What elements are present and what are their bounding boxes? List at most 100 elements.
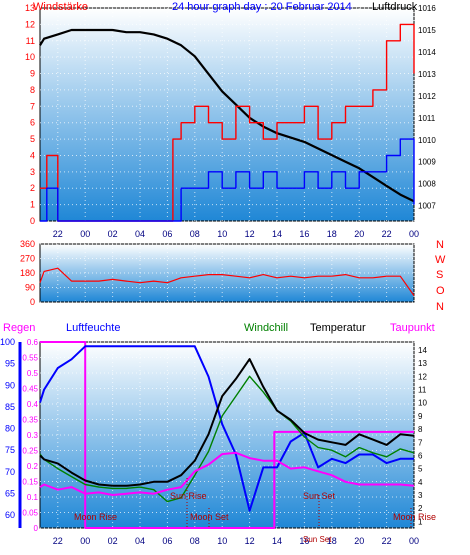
wind-y-tick-label: 1 — [30, 200, 35, 210]
pressure-y-tick-label: 1009 — [418, 158, 436, 167]
x-tick-label: 18 — [327, 229, 337, 239]
sun-set-label: Sun Set — [303, 491, 336, 501]
wind-direction-line — [39, 267, 415, 296]
x-tick-label: 22 — [53, 536, 63, 546]
x-tick-label: 06 — [162, 536, 172, 546]
humidity-y-tick-label: 80 — [5, 424, 15, 434]
x-tick-label: 00 — [80, 229, 90, 239]
x-tick-label: 20 — [354, 229, 364, 239]
x-tick-label: 00 — [409, 536, 419, 546]
temp-y-tick-label: 12 — [418, 372, 427, 381]
humidity-y-tick-label: 90 — [5, 380, 15, 390]
pressure-y-tick-label: 1007 — [418, 202, 436, 211]
rain-y-tick-label: 0.3 — [27, 431, 39, 440]
legend-temperatur: Temperatur — [310, 322, 366, 334]
axis-labels: 0123456789101112131007100810091010101110… — [0, 3, 436, 546]
humidity-y-tick-label: 75 — [5, 445, 15, 455]
wind-y-tick-label: 12 — [25, 19, 35, 29]
wind-y-tick-label: 2 — [30, 183, 35, 193]
wind-y-tick-label: 4 — [30, 150, 35, 160]
x-tick-label: 22 — [382, 536, 392, 546]
pressure-y-tick-label: 1010 — [418, 136, 436, 145]
temp-y-tick-label: 3 — [418, 491, 423, 500]
series-lines — [39, 23, 415, 529]
x-tick-label: 02 — [108, 229, 118, 239]
direction-y-tick-label: 180 — [20, 268, 35, 278]
wind-y-tick-label: 7 — [30, 101, 35, 111]
x-tick-label: 16 — [299, 536, 309, 546]
legend-regen: Regen — [3, 322, 35, 334]
x-tick-label: 12 — [245, 536, 255, 546]
pressure-y-tick-label: 1011 — [418, 114, 436, 123]
x-tick-label: 00 — [409, 229, 419, 239]
rain-y-tick-label: 0.15 — [22, 478, 38, 487]
direction-label-o: O — [436, 285, 445, 297]
moon-set-label: Moon Set — [190, 512, 229, 522]
rain-y-tick-label: 0.2 — [27, 462, 39, 471]
x-tick-label: 10 — [217, 536, 227, 546]
windstaerke-label: Windstärke — [33, 1, 88, 13]
wind-y-tick-label: 13 — [25, 3, 35, 13]
direction-label-n-bottom: N — [436, 301, 444, 313]
humidity-line — [39, 345, 414, 512]
pressure-y-tick-label: 1012 — [418, 92, 436, 101]
x-tick-label: 16 — [299, 229, 309, 239]
rain-y-tick-label: 0.6 — [27, 338, 39, 347]
humidity-y-tick-label: 85 — [5, 402, 15, 412]
rain-line — [40, 341, 414, 529]
x-tick-label: 06 — [162, 229, 172, 239]
moon-rise-label-left: Moon Rise — [74, 512, 117, 522]
temp-y-tick-label: 2 — [418, 504, 423, 513]
wind-mean-line — [40, 138, 415, 222]
legend-windchill: Windchill — [244, 322, 288, 334]
direction-y-tick-label: 90 — [25, 283, 35, 293]
wind-direction-plot-area — [39, 243, 415, 303]
sun-rise-label: Sun Rise — [170, 491, 207, 501]
temp-y-tick-label: 1 — [418, 517, 423, 526]
wind-y-tick-label: 8 — [30, 85, 35, 95]
rain-y-tick-label: 0.55 — [22, 354, 38, 363]
dewpoint-line — [39, 451, 415, 496]
direction-label-s: S — [436, 269, 443, 281]
legend-taupunkt: Taupunkt — [390, 322, 435, 334]
moon-rise-label-right: Moon Rise — [393, 512, 436, 522]
pressure-line — [39, 28, 415, 203]
x-tick-label: 22 — [382, 229, 392, 239]
wind-y-tick-label: 3 — [30, 167, 35, 177]
x-tick-label: 08 — [190, 536, 200, 546]
humidity-y-tick-label: 95 — [5, 359, 15, 369]
x-tick-label: 08 — [190, 229, 200, 239]
rain-y-tick-label: 0.25 — [22, 447, 38, 456]
x-tick-label: 14 — [272, 536, 282, 546]
humidity-y-tick-label: 65 — [5, 488, 15, 498]
humidity-y-tick-label: 100 — [0, 337, 15, 347]
wind-y-tick-label: 5 — [30, 134, 35, 144]
wind-y-tick-label: 6 — [30, 118, 35, 128]
pressure-y-tick-label: 1013 — [418, 70, 436, 79]
x-tick-label: 22 — [53, 229, 63, 239]
wind-y-tick-label: 10 — [25, 52, 35, 62]
sun-set-short-label: Sun Set — [303, 535, 332, 544]
humidity-y-tick-label: 70 — [5, 467, 15, 477]
temp-y-tick-label: 6 — [418, 451, 423, 460]
rain-y-tick-label: 0 — [34, 524, 39, 533]
rain-y-tick-label: 0.5 — [27, 369, 39, 378]
pressure-y-tick-label: 1014 — [418, 48, 436, 57]
humidity-y-tick-label: 60 — [5, 510, 15, 520]
x-tick-label: 02 — [108, 536, 118, 546]
legend-luftfeuchte: Luftfeuchte — [66, 322, 120, 334]
direction-label-w: W — [435, 254, 446, 266]
direction-y-tick-label: 360 — [20, 239, 35, 249]
temp-y-tick-label: 11 — [418, 385, 427, 394]
x-tick-label: 18 — [327, 536, 337, 546]
x-tick-label: 20 — [354, 536, 364, 546]
wind-y-tick-label: 9 — [30, 69, 35, 79]
rain-y-tick-label: 0.1 — [27, 493, 39, 502]
temp-y-tick-label: 10 — [418, 399, 427, 408]
rain-y-tick-label: 0.45 — [22, 385, 38, 394]
x-tick-label: 04 — [135, 536, 145, 546]
wind-y-tick-label: 0 — [30, 216, 35, 226]
x-tick-label: 10 — [217, 229, 227, 239]
